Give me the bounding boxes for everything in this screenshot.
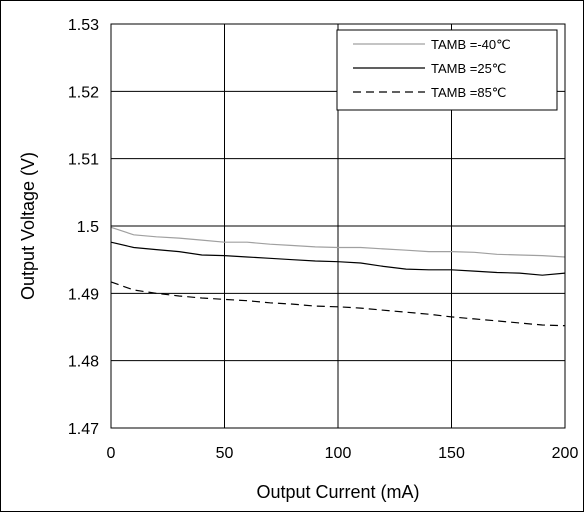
legend-box xyxy=(336,29,558,111)
x-tick-label: 0 xyxy=(107,445,116,462)
y-axis-label: Output Voltage (V) xyxy=(18,152,38,300)
series-line-3 xyxy=(110,281,566,327)
y-tick-label: 1.53 xyxy=(68,17,99,34)
series-group xyxy=(110,226,566,327)
legend-label-1: TAMB =-40℃ xyxy=(431,37,511,52)
plot-border xyxy=(110,23,566,429)
legend-label-2: TAMB =25℃ xyxy=(431,61,506,76)
x-tick-label: 200 xyxy=(552,445,579,462)
y-tick-label: 1.48 xyxy=(68,354,99,371)
x-tick-label: 150 xyxy=(438,445,465,462)
y-tick-label: 1.49 xyxy=(68,286,99,303)
legend-label-3: TAMB =85℃ xyxy=(431,85,506,100)
y-tick-label: 1.47 xyxy=(68,421,99,438)
y-tick-labels: 1.47 1.48 1.49 1.5 1.51 1.52 1.53 xyxy=(68,17,99,438)
series-line-1 xyxy=(110,226,566,258)
x-tick-label: 100 xyxy=(325,445,352,462)
x-axis-label: Output Current (mA) xyxy=(256,482,419,502)
y-tick-label: 1.52 xyxy=(68,84,99,101)
y-tick-label: 1.51 xyxy=(68,152,99,169)
series-line-2 xyxy=(110,241,566,276)
x-tick-labels: 0 50 100 150 200 xyxy=(107,445,579,462)
y-tick-label: 1.5 xyxy=(77,219,99,236)
legend: TAMB =-40℃ TAMB =25℃ TAMB =85℃ xyxy=(336,29,558,111)
x-tick-label: 50 xyxy=(216,445,234,462)
